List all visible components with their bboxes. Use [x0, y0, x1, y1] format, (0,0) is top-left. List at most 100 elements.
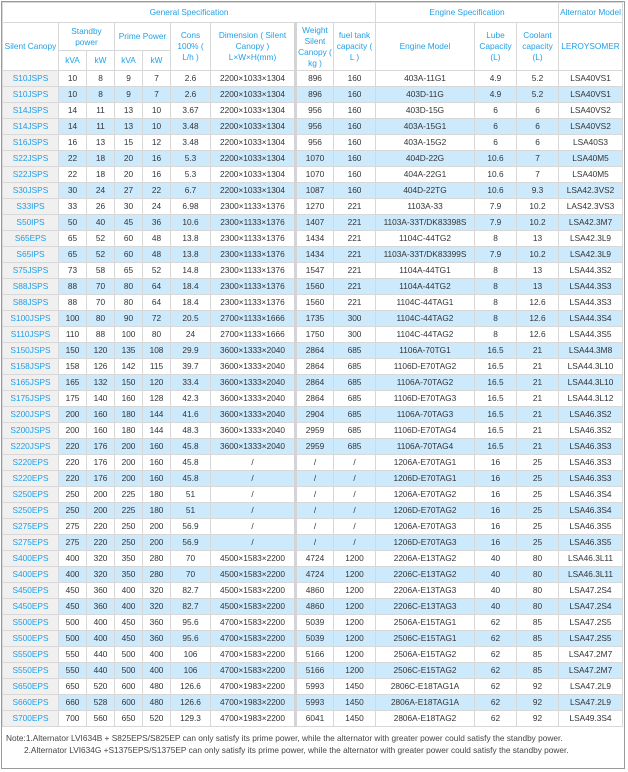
cell-model[interactable]: S200JSPS	[2, 422, 59, 439]
cell-standby-kw: 126	[86, 358, 115, 375]
cell-standby-kw: 26	[86, 198, 115, 215]
cell-model[interactable]: S16JSPS	[2, 134, 59, 151]
cell-standby-kva: 220	[58, 438, 87, 455]
table-row: S450EPS 450 360 400 320 82.7 4500×1583×2200 486…	[2, 598, 624, 615]
cell-model[interactable]: S33IPS	[2, 198, 59, 215]
cell-model[interactable]: S10JSPS	[2, 86, 59, 103]
cell-alternator-model: LSA46.3L11	[558, 566, 624, 583]
cell-model[interactable]: S30JSPS	[2, 182, 59, 199]
cell-standby-kva: 100	[58, 310, 87, 327]
cell-model[interactable]: S550EPS	[2, 662, 59, 679]
cell-standby-kva: 250	[58, 502, 87, 519]
cell-model[interactable]: S14JSPS	[2, 118, 59, 135]
cell-alternator-model: LSA46.3L11	[558, 550, 624, 567]
cell-lube-capacity: 16	[474, 534, 517, 551]
cell-engine-model: 403D-11G	[375, 86, 475, 103]
cell-prime-kva: 350	[114, 550, 143, 567]
cell-model[interactable]: S220EPS	[2, 470, 59, 487]
cell-fuel-tank: 160	[333, 102, 376, 119]
cell-weight: 1434	[295, 230, 334, 247]
cell-cons: 51	[170, 486, 211, 503]
cell-engine-model: 2506C-E15TAG1	[375, 630, 475, 647]
cell-prime-kw: 72	[142, 310, 171, 327]
cell-model[interactable]: S250EPS	[2, 486, 59, 503]
cell-prime-kw: 400	[142, 662, 171, 679]
cell-model[interactable]: S110JSPS	[2, 326, 59, 343]
cell-prime-kw: 16	[142, 166, 171, 183]
cell-model[interactable]: S88JSPS	[2, 294, 59, 311]
cell-cons: 2.6	[170, 70, 211, 87]
cell-model[interactable]: S14JSPS	[2, 102, 59, 119]
cell-model[interactable]: S50IPS	[2, 214, 59, 231]
cell-model[interactable]: S700EPS	[2, 710, 59, 727]
cell-model[interactable]: S275EPS	[2, 534, 59, 551]
cell-model[interactable]: S450EPS	[2, 582, 59, 599]
cell-model[interactable]: S165JSPS	[2, 374, 59, 391]
cell-fuel-tank: 300	[333, 310, 376, 327]
cell-coolant-capacity: 21	[515, 438, 560, 455]
cell-model[interactable]: S22JSPS	[2, 166, 59, 183]
cell-cons: 129.3	[170, 710, 211, 727]
cell-standby-kva: 50	[58, 214, 87, 231]
cell-model[interactable]: S150JSPS	[2, 342, 59, 359]
cell-weight: 1750	[295, 326, 334, 343]
cell-cons: 29.9	[170, 342, 211, 359]
cell-model[interactable]: S65IPS	[2, 246, 59, 263]
cell-standby-kva: 175	[58, 390, 87, 407]
cell-model[interactable]: S75JSPS	[2, 262, 59, 279]
general-specification-heading: General Specification	[2, 2, 376, 23]
cell-model[interactable]: S250EPS	[2, 502, 59, 519]
cell-model[interactable]: S22JSPS	[2, 150, 59, 167]
cell-coolant-capacity: 92	[515, 694, 560, 711]
cell-model[interactable]: S500EPS	[2, 630, 59, 647]
cell-prime-kw: 144	[142, 422, 171, 439]
cell-alternator-model: LSA42.3L9	[558, 230, 624, 247]
cell-coolant-capacity: 21	[515, 422, 560, 439]
cell-engine-model: 1104C-44TG2	[375, 230, 475, 247]
cell-standby-kw: 400	[86, 614, 115, 631]
cell-standby-kw: 58	[86, 262, 115, 279]
cell-model[interactable]: S158JSPS	[2, 358, 59, 375]
cell-fuel-tank: 1450	[333, 710, 376, 727]
cell-model[interactable]: S400EPS	[2, 550, 59, 567]
cell-lube-capacity: 6	[474, 134, 517, 151]
cell-fuel-tank: 1450	[333, 694, 376, 711]
cell-prime-kw: 108	[142, 342, 171, 359]
cell-prime-kva: 250	[114, 518, 143, 535]
cell-lube-capacity: 4.9	[474, 70, 517, 87]
cell-alternator-model: LSA46.3S2	[558, 422, 624, 439]
cell-model[interactable]: S200JSPS	[2, 406, 59, 423]
cell-fuel-tank: 300	[333, 326, 376, 343]
cell-model[interactable]: S100JSPS	[2, 310, 59, 327]
cell-engine-model: 2206C-E13TAG3	[375, 598, 475, 615]
cell-model[interactable]: S400EPS	[2, 566, 59, 583]
cell-dimension: /	[210, 486, 297, 503]
cell-prime-kw: 22	[142, 182, 171, 199]
cell-model[interactable]: S500EPS	[2, 614, 59, 631]
cell-model[interactable]: S660EPS	[2, 694, 59, 711]
cell-prime-kva: 180	[114, 406, 143, 423]
cell-cons: 45.8	[170, 470, 211, 487]
cell-prime-kva: 400	[114, 598, 143, 615]
cell-model[interactable]: S650EPS	[2, 678, 59, 695]
cell-cons: 3.48	[170, 134, 211, 151]
cell-model[interactable]: S275EPS	[2, 518, 59, 535]
cell-alternator-model: LSA46.3S5	[558, 534, 624, 551]
cell-model[interactable]: S175JSPS	[2, 390, 59, 407]
cell-fuel-tank: 685	[333, 358, 376, 375]
cell-engine-model: 2206A-E13TAG3	[375, 582, 475, 599]
cell-model[interactable]: S220EPS	[2, 454, 59, 471]
cell-dimension: 4700×1583×2200	[210, 662, 297, 679]
cell-model[interactable]: S88JSPS	[2, 278, 59, 295]
cell-model[interactable]: S550EPS	[2, 646, 59, 663]
prime-kva-header: kVA	[114, 50, 143, 71]
cell-model[interactable]: S10JSPS	[2, 70, 59, 87]
cell-model[interactable]: S220JSPS	[2, 438, 59, 455]
cell-dimension: 2300×1133×1376	[210, 246, 297, 263]
cell-model[interactable]: S450EPS	[2, 598, 59, 615]
cell-prime-kw: 280	[142, 566, 171, 583]
cell-standby-kva: 500	[58, 630, 87, 647]
cell-dimension: 2200×1033×1304	[210, 118, 297, 135]
cell-model[interactable]: S65EPS	[2, 230, 59, 247]
table-row: S550EPS 550 440 500 400 106 4700×1583×2200 5166…	[2, 646, 624, 663]
